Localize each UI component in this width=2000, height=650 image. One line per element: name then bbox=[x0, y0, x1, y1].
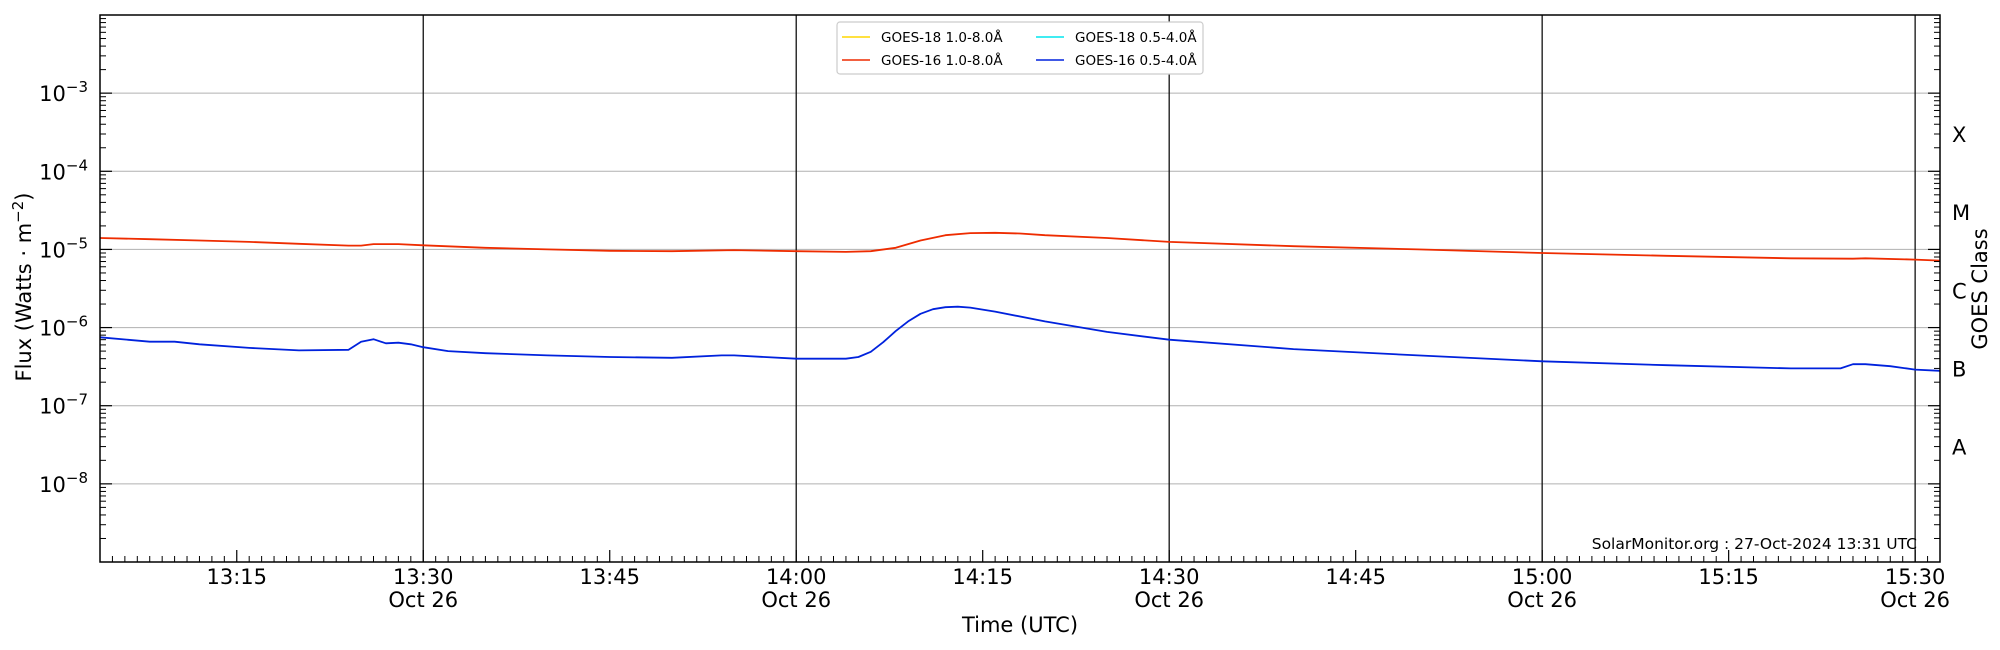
series-line-goes16-long bbox=[99, 231, 1941, 262]
plot-area-frame bbox=[99, 14, 1941, 563]
legend-label-goes16-long: GOES-16 1.0-8.0Å bbox=[881, 52, 1003, 69]
goes-class-label: M bbox=[1952, 201, 1970, 225]
series-line-goes16-short bbox=[99, 305, 1941, 372]
y-tick-label: 10−8 bbox=[39, 469, 88, 497]
x-tick-label: 13:15 bbox=[206, 565, 267, 589]
x-tick-date-label: Oct 26 bbox=[1134, 588, 1204, 612]
x-tick-label: 14:30 bbox=[1139, 565, 1200, 589]
legend-box bbox=[836, 21, 1204, 75]
y-tick-label: 10−6 bbox=[39, 313, 88, 341]
goes-class-label: X bbox=[1952, 123, 1966, 147]
x-tick-date-label: Oct 26 bbox=[1880, 588, 1950, 612]
y-tick-label: 10−7 bbox=[39, 391, 88, 419]
x-tick-label: 13:30 bbox=[393, 565, 454, 589]
x-tick-date-label: Oct 26 bbox=[1507, 588, 1577, 612]
flux-series bbox=[99, 231, 1941, 372]
y-axis-title: Flux (Watts · m−2) bbox=[9, 192, 36, 381]
x-tick-label: 14:45 bbox=[1325, 565, 1386, 589]
goes-class-label: A bbox=[1952, 436, 1967, 460]
legend: GOES-18 1.0-8.0Å GOES-18 0.5-4.0Å GOES-1… bbox=[836, 21, 1204, 75]
legend-label-goes18-long: GOES-18 1.0-8.0Å bbox=[881, 29, 1003, 46]
credit-text: SolarMonitor.org : 27-Oct-2024 13:31 UTC bbox=[1592, 535, 1917, 553]
x-tick-label: 13:45 bbox=[579, 565, 640, 589]
x-tick-date-label: Oct 26 bbox=[761, 588, 831, 612]
goes-class-label: B bbox=[1952, 357, 1966, 381]
x-tick-label: 14:00 bbox=[766, 565, 827, 589]
x-tick-label: 15:00 bbox=[1512, 565, 1573, 589]
legend-label-goes16-short: GOES-16 0.5-4.0Å bbox=[1075, 52, 1197, 69]
x-tick-date-label: Oct 26 bbox=[388, 588, 458, 612]
y-tick-label: 10−5 bbox=[39, 234, 88, 262]
y-tick-label: 10−4 bbox=[39, 156, 88, 184]
axis-ticks bbox=[99, 18, 1941, 562]
x-axis-title: Time (UTC) bbox=[961, 613, 1078, 637]
time-markers bbox=[422, 15, 1916, 562]
goes-class-labels: X M C B A bbox=[1952, 123, 1970, 460]
gridlines bbox=[100, 92, 1940, 485]
x-tick-label: 15:15 bbox=[1698, 565, 1759, 589]
y-axis-tick-labels: 10−8 10−7 10−6 10−5 10−4 10−3 bbox=[39, 78, 88, 497]
x-tick-label: 14:15 bbox=[952, 565, 1013, 589]
goes-class-label: C bbox=[1952, 279, 1967, 303]
legend-label-goes18-short: GOES-18 0.5-4.0Å bbox=[1075, 29, 1197, 46]
y-tick-label: 10−3 bbox=[39, 78, 88, 106]
y2-axis-title: GOES Class bbox=[1968, 228, 1992, 349]
x-tick-label: 15:30 bbox=[1885, 565, 1946, 589]
